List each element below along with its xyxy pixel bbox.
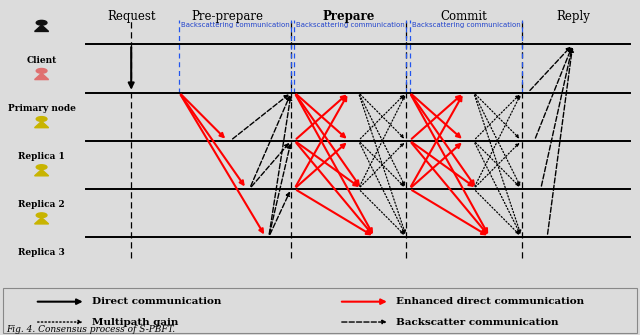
Text: Replica 2: Replica 2 bbox=[18, 200, 65, 209]
Polygon shape bbox=[35, 73, 49, 80]
Text: Pre-prepare: Pre-prepare bbox=[191, 10, 263, 23]
Circle shape bbox=[36, 68, 47, 73]
Polygon shape bbox=[35, 217, 49, 224]
Text: Replica 1: Replica 1 bbox=[18, 152, 65, 161]
Polygon shape bbox=[35, 170, 49, 176]
Circle shape bbox=[36, 117, 47, 121]
Text: Prepare: Prepare bbox=[323, 10, 375, 23]
Text: Replica 3: Replica 3 bbox=[18, 248, 65, 257]
Text: Request: Request bbox=[107, 10, 156, 23]
Text: Backscattering communication: Backscattering communication bbox=[181, 22, 290, 28]
Text: Enhanced direct communication: Enhanced direct communication bbox=[396, 297, 584, 306]
Text: Backscatter communication: Backscatter communication bbox=[396, 318, 559, 327]
Text: Client: Client bbox=[26, 56, 57, 65]
Polygon shape bbox=[35, 121, 49, 128]
Text: Backscattering communication: Backscattering communication bbox=[412, 22, 520, 28]
Text: Multipath gain: Multipath gain bbox=[92, 318, 179, 327]
Text: Fig. 4. Consensus process of S-PBFT.: Fig. 4. Consensus process of S-PBFT. bbox=[6, 325, 175, 334]
Text: Direct communication: Direct communication bbox=[92, 297, 221, 306]
Text: Commit: Commit bbox=[440, 10, 488, 23]
Circle shape bbox=[36, 20, 47, 25]
Polygon shape bbox=[35, 25, 49, 31]
Circle shape bbox=[36, 213, 47, 218]
Text: Primary node: Primary node bbox=[8, 104, 76, 113]
Text: Reply: Reply bbox=[556, 10, 589, 23]
Text: Backscattering communication: Backscattering communication bbox=[296, 22, 405, 28]
Circle shape bbox=[36, 165, 47, 170]
